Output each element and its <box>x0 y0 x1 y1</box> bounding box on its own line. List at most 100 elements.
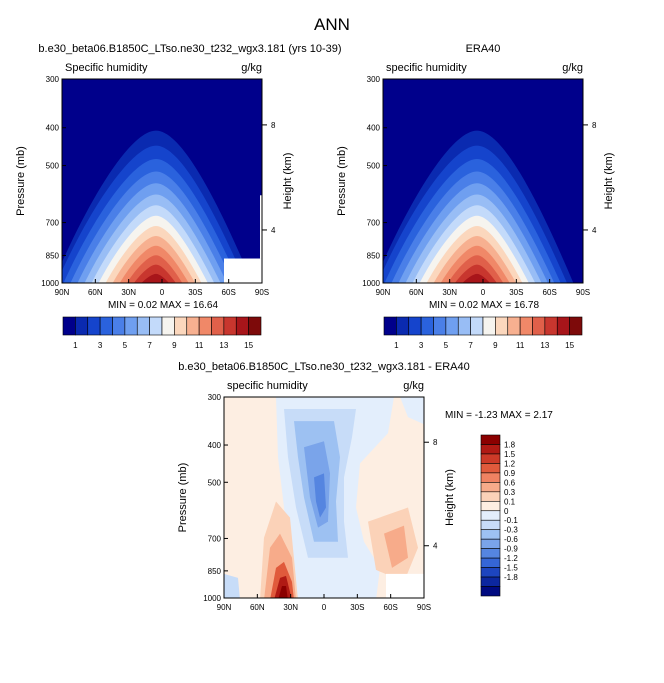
colorbar-label: 15 <box>565 341 574 350</box>
colorbar-swatch <box>480 538 501 549</box>
min-max-label: MIN = -1.23 MAX = 2.17 <box>445 410 553 421</box>
colorbar-label: 0.3 <box>504 488 516 497</box>
y-tick-label: 300 <box>46 75 60 84</box>
panel-units-label: g/kg <box>241 62 262 74</box>
y-tick-label: 500 <box>367 162 381 171</box>
contour-band <box>384 525 408 568</box>
y-tick-label: 1000 <box>362 279 380 288</box>
colorbar-swatch <box>480 434 501 445</box>
y-axis-title: Pressure (mb) <box>336 146 348 216</box>
panel-variable-label: specific humidity <box>386 62 467 74</box>
colorbar-swatch <box>99 316 113 336</box>
y-tick-label: 700 <box>367 219 381 228</box>
humidity-contours <box>383 79 583 283</box>
colorbar-swatch <box>480 557 501 568</box>
missing-data-region <box>224 258 262 283</box>
colorbar-swatch <box>544 316 558 336</box>
x-tick-label: 60N <box>250 603 265 612</box>
colorbar-label: 9 <box>172 341 177 350</box>
colorbar-swatch <box>480 567 501 578</box>
colorbar-label: 11 <box>195 341 204 350</box>
colorbar-swatch <box>186 316 200 336</box>
colorbar-label: 0.1 <box>504 497 516 506</box>
x-tick-label: 30S <box>188 288 202 297</box>
x-tick-label: 30S <box>509 288 523 297</box>
x-tick-label: 0 <box>481 288 486 297</box>
colorbar-swatch <box>569 316 583 336</box>
colorbar-label: -0.1 <box>504 516 518 525</box>
colorbar-label: 3 <box>419 341 424 350</box>
colorbar-swatch <box>445 316 459 336</box>
colorbar-swatch <box>480 500 501 512</box>
colorbar-label: 0 <box>504 507 509 516</box>
height-tick-label: 4 <box>271 226 276 235</box>
x-tick-label: 90S <box>576 288 590 297</box>
x-tick-label: 30S <box>350 603 364 612</box>
colorbar-swatch <box>420 316 434 336</box>
colorbar-swatch <box>149 316 163 336</box>
contour-band <box>455 264 497 283</box>
colorbar-label: 13 <box>219 341 228 350</box>
y-tick-label: 850 <box>46 251 60 260</box>
colorbar-swatch <box>174 316 188 336</box>
colorbar-swatch <box>480 576 501 587</box>
colorbar-swatch <box>480 519 501 531</box>
height-tick-label: 4 <box>433 542 438 551</box>
colorbar-label: 1.2 <box>504 459 516 468</box>
y-tick-label: 300 <box>367 75 381 84</box>
y-tick-label: 1000 <box>203 594 221 603</box>
x-tick-label: 30N <box>442 288 457 297</box>
panel-case-title: b.e30_beta06.B1850C_LTso.ne30_t232_wgx3.… <box>178 361 470 373</box>
colorbar-swatch <box>480 453 501 464</box>
height-axis-title: Height (km) <box>603 153 615 210</box>
colorbar-swatch <box>87 316 101 336</box>
colorbar-swatch <box>480 463 501 474</box>
colorbar-swatch <box>507 316 521 336</box>
y-tick-label: 500 <box>208 478 222 487</box>
colorbar-swatch <box>433 316 447 336</box>
y-tick-label: 850 <box>208 567 222 576</box>
height-tick-label: 4 <box>592 226 597 235</box>
colorbar-swatch <box>480 491 501 502</box>
colorbar-swatch <box>112 316 126 336</box>
panel-case-title: ERA40 <box>466 43 501 55</box>
colorbar-label: 15 <box>244 341 253 350</box>
colorbar-label: 1 <box>394 341 399 350</box>
contour-band <box>134 264 176 283</box>
humidity-contours <box>62 79 262 283</box>
colorbar-swatch <box>396 316 410 336</box>
x-tick-label: 60S <box>543 288 557 297</box>
colorbar-swatch <box>480 548 501 559</box>
colorbar-swatch <box>161 316 175 336</box>
colorbar-swatch <box>235 316 249 336</box>
contour-band <box>224 573 240 598</box>
x-tick-label: 0 <box>160 288 165 297</box>
colorbar-swatch <box>480 529 501 540</box>
x-tick-label: 90N <box>217 603 232 612</box>
x-tick-label: 30N <box>121 288 136 297</box>
missing-data-region <box>260 195 262 259</box>
colorbar-swatch <box>457 316 471 336</box>
colorbar-label: 0.6 <box>504 478 516 487</box>
y-tick-label: 500 <box>46 162 60 171</box>
colorbar-swatch <box>136 316 150 336</box>
colorbar-swatch <box>480 444 501 455</box>
x-tick-label: 60S <box>384 603 398 612</box>
panel-variable-label: specific humidity <box>227 380 308 392</box>
colorbar-swatch <box>75 316 89 336</box>
x-tick-label: 90S <box>255 288 269 297</box>
colorbar-label: 0.9 <box>504 469 516 478</box>
y-tick-label: 400 <box>367 124 381 133</box>
contour-band <box>314 473 326 518</box>
colorbar-label: 1.8 <box>504 440 516 449</box>
colorbar-swatch <box>124 316 138 336</box>
colorbar-label: 11 <box>516 341 525 350</box>
y-tick-label: 1000 <box>41 279 59 288</box>
colorbar-swatch <box>211 316 225 336</box>
colorbar-label: 5 <box>444 341 449 350</box>
min-max-label: MIN = 0.02 MAX = 16.64 <box>108 300 218 311</box>
colorbar-label: 5 <box>123 341 128 350</box>
missing-data-region <box>386 573 424 598</box>
colorbar-swatch <box>408 316 422 336</box>
